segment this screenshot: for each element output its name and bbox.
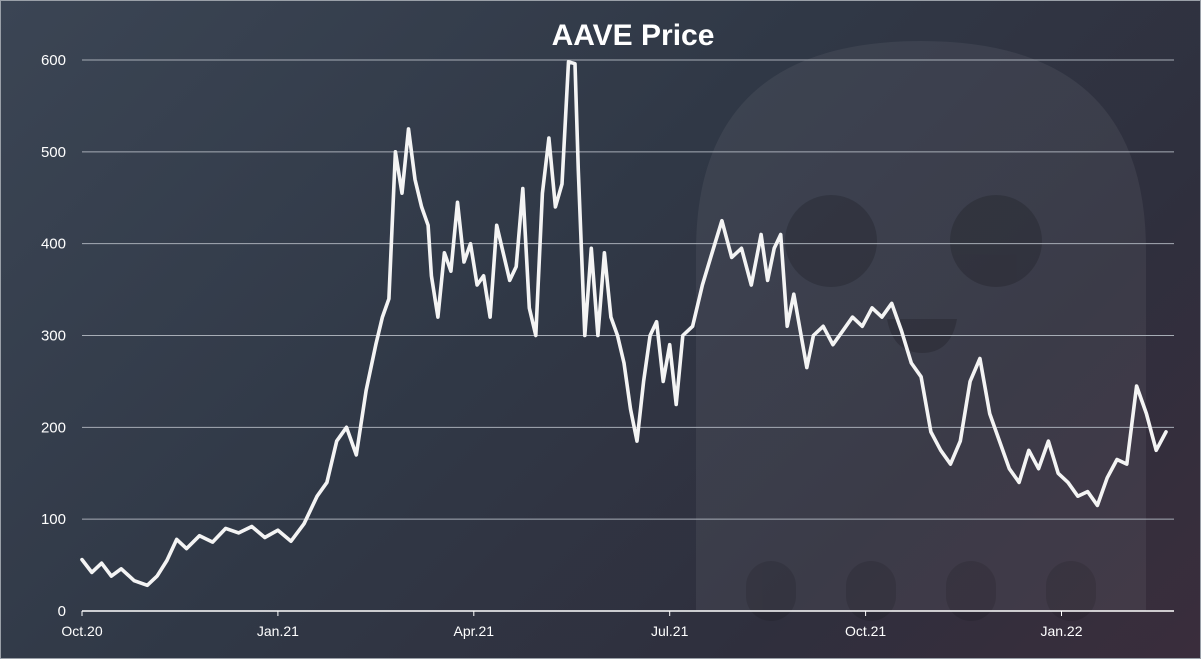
series-line-aave-price (80, 60, 1168, 588)
x-tick-label: Jan.22 (1040, 623, 1082, 639)
x-axis-ticks: Oct.20Jan.21Apr.21Jul.21Oct.21Jan.22Apr.… (61, 611, 1083, 639)
grid-lines (82, 59, 1174, 520)
x-tick-label: Oct.20 (61, 623, 102, 639)
x-tick-label: Oct.21 (845, 623, 886, 639)
y-tick-label: 0 (58, 603, 66, 620)
ghost-watermark-icon (696, 41, 1146, 611)
y-tick-label: 600 (41, 52, 66, 69)
series-layer (80, 60, 1168, 588)
y-axis-ticks: 0 100 200 300 400 500 600 (41, 52, 66, 620)
x-tick-label: Jan.21 (257, 623, 299, 639)
y-tick-label: 300 (41, 328, 66, 345)
y-tick-label: 200 (41, 419, 66, 436)
y-tick-label: 100 (41, 511, 66, 528)
x-tick-label: Apr.21 (454, 623, 495, 639)
ghost-watermark-feet (746, 561, 1096, 621)
x-tick-label: Jul.21 (651, 623, 689, 639)
chart-title: AAVE Price (552, 19, 715, 52)
y-tick-label: 400 (41, 236, 66, 253)
y-tick-label: 500 (41, 144, 66, 161)
